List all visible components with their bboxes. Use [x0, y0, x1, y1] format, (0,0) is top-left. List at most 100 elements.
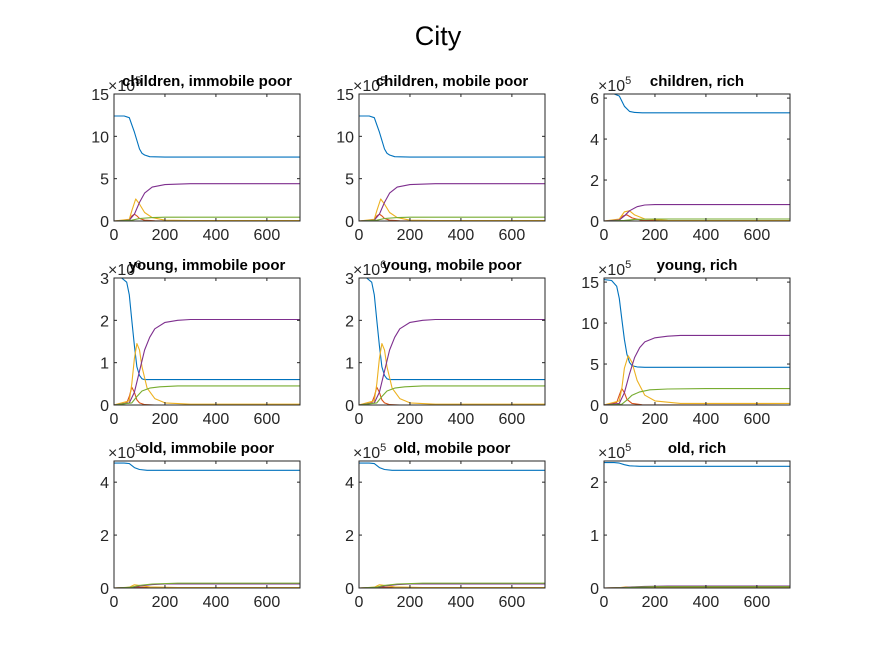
- plot-area: [359, 461, 545, 588]
- series-line-1: [604, 279, 790, 368]
- series-line-4: [359, 183, 545, 221]
- x-tick-label: 0: [600, 411, 609, 428]
- series-line-1: [604, 94, 790, 114]
- axes-box: [113, 277, 301, 406]
- y-tick-label: 2: [345, 528, 354, 545]
- x-tick-label: 400: [203, 411, 230, 428]
- y-tick-label: 1: [590, 528, 599, 545]
- y-exponent-value: 5: [135, 442, 141, 454]
- series-line-4: [604, 204, 790, 221]
- series-line-3: [114, 343, 300, 405]
- y-exponent-label: ×105: [598, 442, 631, 462]
- y-tick-label: 10: [336, 129, 354, 146]
- y-exponent-label: ×105: [108, 75, 141, 95]
- series-line-3: [359, 343, 545, 405]
- y-tick-label: 5: [590, 357, 599, 374]
- y-tick-label: 15: [91, 87, 109, 104]
- x-tick-label: 200: [152, 227, 179, 244]
- subplot-title: old, rich: [668, 440, 726, 457]
- x-tick-label: 200: [152, 411, 179, 428]
- y-tick-label: 2: [100, 528, 109, 545]
- series-line-5: [114, 216, 300, 221]
- x-tick-label: 0: [110, 594, 119, 611]
- y-exponent-value: 5: [380, 75, 386, 87]
- y-tick-label: 0: [100, 214, 109, 231]
- y-tick-label: 15: [336, 87, 354, 104]
- x-tick-label: 400: [448, 594, 475, 611]
- series-line-5: [359, 216, 545, 221]
- y-tick-label: 2: [100, 313, 109, 330]
- subplot-title: old, mobile poor: [394, 440, 511, 457]
- y-exponent-label: ×105: [108, 442, 141, 462]
- y-tick-label: 0: [590, 214, 599, 231]
- x-tick-label: 400: [448, 227, 475, 244]
- x-tick-label: 200: [152, 594, 179, 611]
- series-line-1: [604, 462, 790, 467]
- x-tick-label: 600: [254, 594, 281, 611]
- x-tick-label: 400: [693, 227, 720, 244]
- x-tick-label: 400: [693, 594, 720, 611]
- x-tick-label: 0: [110, 227, 119, 244]
- series-line-5: [114, 582, 300, 588]
- series-line-4: [359, 318, 545, 405]
- x-tick-label: 200: [642, 227, 669, 244]
- subplot-6: 0 200 400 600 0 5 10 15×105 young, rich: [581, 257, 791, 428]
- axes-box: [358, 460, 546, 589]
- y-tick-label: 0: [345, 398, 354, 415]
- plot-area: [604, 461, 790, 588]
- series-line-4: [114, 318, 300, 405]
- series-group: [114, 278, 300, 405]
- series-line-5: [604, 388, 790, 405]
- y-tick-label: 0: [345, 214, 354, 231]
- x-tick-label: 0: [110, 411, 119, 428]
- plot-area: [359, 278, 545, 405]
- subplot-9: 0 200 400 600 0 1 2 ×105 old, rich: [590, 440, 791, 611]
- x-tick-label: 600: [499, 594, 526, 611]
- series-line-5: [359, 582, 545, 588]
- x-tick-label: 200: [397, 411, 424, 428]
- subplot-title: young, rich: [657, 257, 738, 274]
- y-exponent-value: 6: [135, 259, 141, 271]
- x-tick-label: 0: [600, 594, 609, 611]
- series-line-4: [604, 334, 790, 405]
- y-tick-label: 5: [100, 172, 109, 189]
- axes-box: [113, 93, 301, 222]
- x-tick-label: 400: [203, 594, 230, 611]
- x-tick-label: 600: [254, 411, 281, 428]
- x-tick-label: 600: [254, 227, 281, 244]
- figure-title: City: [415, 21, 462, 51]
- series-line-1: [359, 278, 545, 381]
- axes-box: [603, 277, 791, 406]
- subplot-title: children, rich: [650, 73, 744, 90]
- series-line-3: [114, 198, 300, 221]
- x-tick-label: 0: [600, 227, 609, 244]
- y-tick-label: 2: [590, 173, 599, 190]
- y-tick-label: 2: [590, 475, 599, 492]
- axes-box: [603, 460, 791, 589]
- x-tick-label: 600: [499, 411, 526, 428]
- y-tick-label: 15: [581, 275, 599, 292]
- series-line-3: [359, 198, 545, 221]
- x-tick-label: 400: [448, 411, 475, 428]
- y-tick-label: 3: [100, 271, 109, 288]
- y-exponent-label: ×106: [353, 259, 386, 279]
- axes-box: [603, 93, 791, 222]
- y-tick-label: 0: [590, 581, 599, 598]
- subplot-3: 0 200 400 600 0 2 4 6×105 children, rich: [590, 73, 791, 244]
- y-tick-label: 0: [590, 398, 599, 415]
- series-line-5: [359, 385, 545, 405]
- x-tick-label: 600: [744, 227, 771, 244]
- y-tick-label: 4: [345, 475, 354, 492]
- series-line-1: [359, 462, 545, 471]
- subplot-title: children, mobile poor: [376, 73, 529, 90]
- axes-box: [113, 460, 301, 589]
- axes-box: [358, 93, 546, 222]
- y-tick-label: 2: [345, 313, 354, 330]
- y-exponent-value: 5: [380, 442, 386, 454]
- x-tick-label: 200: [642, 411, 669, 428]
- y-exponent-label: ×105: [353, 75, 386, 95]
